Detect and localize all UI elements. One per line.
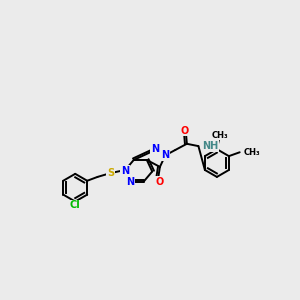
Text: N: N: [161, 150, 170, 160]
Text: N: N: [121, 166, 129, 176]
Text: CH₃: CH₃: [244, 148, 260, 157]
Text: N: N: [151, 144, 159, 154]
Text: CH₃: CH₃: [212, 131, 228, 140]
Text: NH: NH: [202, 141, 218, 151]
Text: N: N: [126, 177, 134, 187]
Text: Cl: Cl: [70, 200, 81, 210]
Text: O: O: [155, 176, 163, 187]
Text: O: O: [180, 126, 189, 136]
Text: S: S: [107, 168, 114, 178]
